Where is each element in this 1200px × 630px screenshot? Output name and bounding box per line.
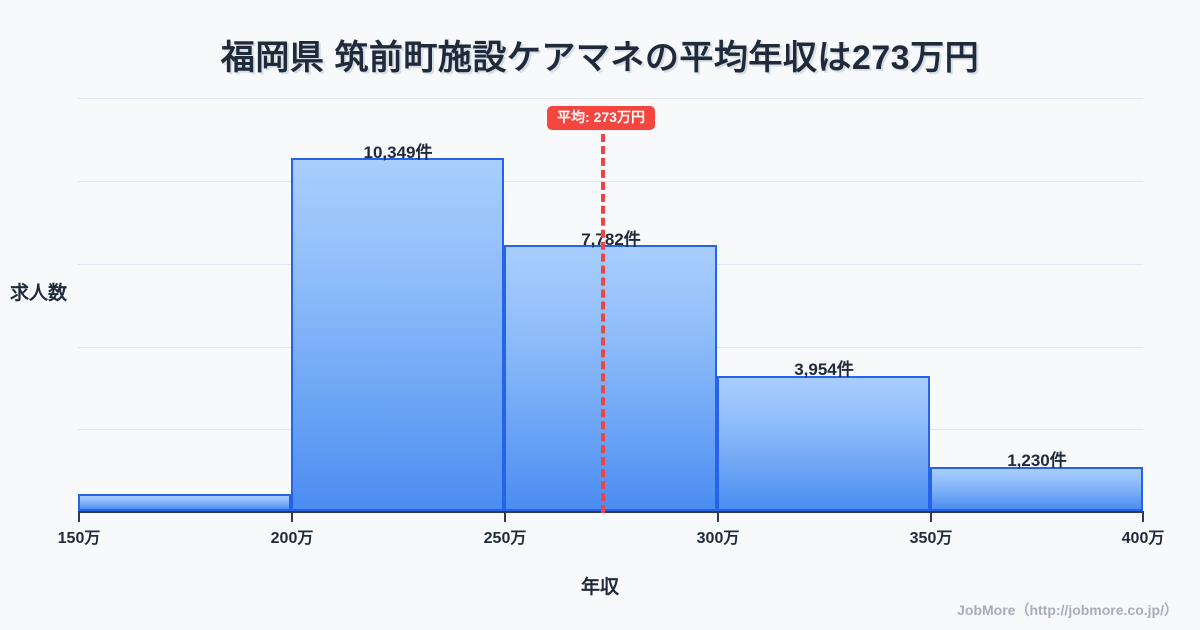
- x-tick-mark: [504, 511, 506, 522]
- histogram-bar[interactable]: [504, 245, 717, 511]
- histogram-bar[interactable]: [291, 158, 504, 511]
- x-axis-line: [78, 511, 1143, 513]
- gridline: [78, 98, 1143, 99]
- page-title: 福岡県 筑前町施設ケアマネの平均年収は273万円: [220, 39, 980, 77]
- x-tick-label: 350万: [909, 530, 953, 547]
- x-tick-mark: [78, 511, 80, 522]
- bar-value-label: 7,782件: [581, 230, 641, 249]
- bar-value-label: 10,349件: [363, 143, 433, 162]
- gridline: [78, 181, 1143, 182]
- x-tick-label: 400万: [1121, 530, 1165, 547]
- x-tick-label: 150万: [57, 530, 101, 547]
- footer-watermark: JobMore（http://jobmore.co.jp/）: [957, 602, 1178, 618]
- histogram-bar[interactable]: [930, 467, 1143, 511]
- x-tick-mark: [291, 511, 293, 522]
- average-line: [601, 134, 605, 513]
- x-tick-mark: [717, 511, 719, 522]
- histogram-bar[interactable]: [78, 494, 291, 511]
- average-badge: 平均: 273万円: [547, 106, 655, 131]
- x-tick-mark: [930, 511, 932, 522]
- x-axis-title: 年収: [580, 577, 619, 598]
- x-tick-mark: [1142, 511, 1144, 522]
- x-tick-label: 200万: [270, 530, 314, 547]
- x-tick-label: 300万: [696, 530, 740, 547]
- histogram-bar[interactable]: [717, 376, 930, 511]
- x-tick-label: 250万: [483, 530, 527, 547]
- bar-value-label: 3,954件: [794, 360, 854, 379]
- y-axis-title: 求人数: [10, 283, 68, 304]
- bar-value-label: 1,230件: [1007, 451, 1067, 470]
- plot-area: [78, 98, 1143, 511]
